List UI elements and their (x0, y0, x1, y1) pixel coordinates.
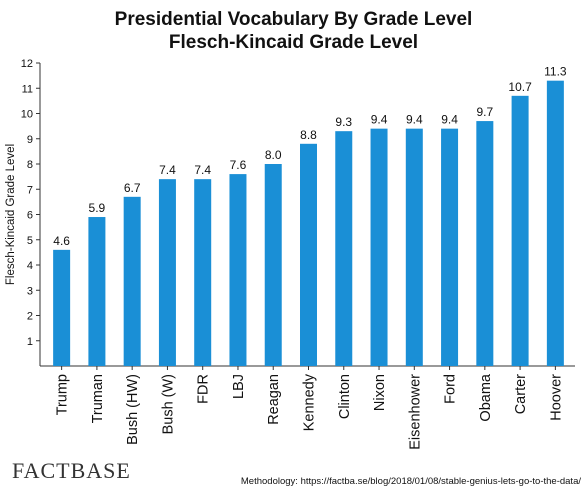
x-tick-label: Carter (513, 374, 529, 414)
data-label: 9.4 (371, 113, 388, 127)
bar-lbj (229, 174, 247, 366)
y-tick-label: 9 (27, 134, 33, 146)
x-tick-label: Nixon (372, 374, 388, 411)
x-tick-label: Clinton (337, 374, 353, 419)
bar-bush-w (158, 179, 176, 366)
data-label: 5.9 (89, 201, 106, 215)
x-tick-label: Bush (W) (160, 374, 176, 434)
methodology-note: Methodology: https://factba.se/blog/2018… (240, 476, 581, 487)
y-axis-title: Flesch-Kincaid Grade Level (5, 144, 17, 285)
x-tick-label: Kennedy (302, 373, 318, 431)
chart-title: Presidential Vocabulary By Grade Level (114, 9, 473, 30)
y-tick-label: 1 (27, 336, 33, 348)
bar-bush-hw (123, 196, 141, 366)
y-tick-label: 3 (27, 285, 33, 297)
y-tick-label: 11 (22, 83, 33, 95)
y-tick-label: 8 (27, 159, 33, 171)
x-tick-label: Reagan (266, 374, 282, 425)
data-label: 4.6 (53, 234, 70, 248)
data-label: 8.8 (300, 128, 317, 142)
labels: 4.6 Trump 5.9 Truman 6.7 Bush (HW) 7.4 Bush (W)… (53, 65, 567, 450)
data-label: 7.4 (159, 163, 176, 177)
factbase-logo: FACTBASE (12, 458, 131, 483)
data-label: 11.3 (544, 65, 567, 79)
chart-subtitle: Flesch-Kincaid Grade Level (168, 32, 419, 53)
bars (53, 80, 564, 367)
data-label: 8.0 (265, 148, 282, 162)
y-tick-label: 7 (27, 184, 33, 196)
bar-fdr (194, 179, 212, 366)
data-label: 7.4 (194, 163, 211, 177)
data-label: 9.3 (335, 115, 352, 129)
y-tick-label: 12 (21, 58, 33, 70)
data-label: 9.7 (476, 105, 493, 119)
y-tick-label: 6 (27, 210, 33, 222)
bar-eisenhower (405, 128, 423, 366)
data-label: 10.7 (508, 80, 532, 94)
x-tick-label: Hoover (548, 374, 564, 421)
y-tick-label: 2 (27, 311, 33, 323)
x-tick-label: Eisenhower (407, 374, 423, 450)
y-tick-label: 5 (27, 235, 33, 247)
bar-reagan (264, 164, 282, 366)
bar-obama (476, 121, 494, 366)
x-tick-label: Obama (478, 373, 494, 421)
bar-nixon (370, 128, 388, 366)
data-label: 6.7 (124, 181, 141, 195)
bar-kennedy (300, 143, 317, 366)
bar-hoover (546, 80, 564, 367)
bar-ford (441, 128, 459, 366)
y-tick-label: 4 (27, 260, 33, 272)
bar-clinton (335, 131, 353, 366)
x-tick-label: Truman (90, 374, 106, 423)
data-label: 7.6 (230, 158, 247, 172)
bar-carter (511, 95, 529, 366)
x-tick-label: LBJ (231, 374, 247, 399)
data-label: 9.4 (441, 113, 458, 127)
bar-truman (88, 217, 106, 366)
y-tick-label: 10 (21, 109, 33, 121)
x-tick-label: Trump (55, 374, 71, 415)
x-tick-label: Bush (HW) (125, 374, 141, 445)
x-tick-label: FDR (196, 374, 212, 404)
bar-trump (53, 249, 71, 366)
x-tick-label: Ford (443, 374, 459, 404)
data-label: 9.4 (406, 113, 423, 127)
